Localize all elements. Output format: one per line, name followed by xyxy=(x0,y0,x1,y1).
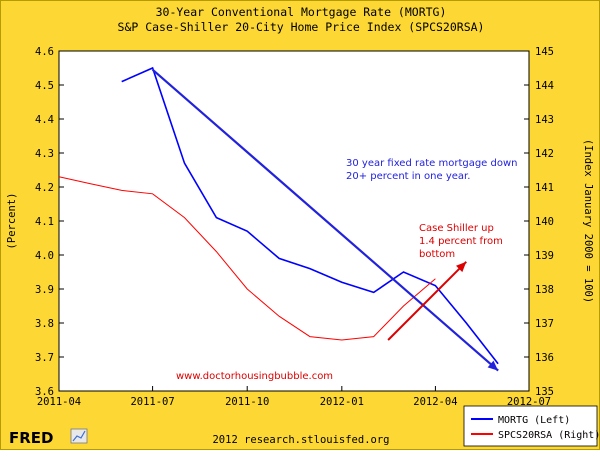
case-shiller-note-arrowhead xyxy=(456,261,467,273)
y-left-tick-label: 3.6 xyxy=(35,386,54,398)
x-ticks: 2011-04 2011-07 2011-10 2012-01 2012-04 2012-… xyxy=(37,386,551,408)
mortgage-note-line: 30 year fixed rate mortgage down xyxy=(346,158,518,169)
plot-area xyxy=(58,50,530,392)
x-tick-label: 2012-04 xyxy=(413,396,457,408)
y-right-tick-label: 137 xyxy=(535,318,554,330)
x-tick-label: 2012-01 xyxy=(320,396,364,408)
y-left-tick-label: 3.9 xyxy=(35,284,54,296)
y-left-tick-label: 4.3 xyxy=(35,148,54,160)
credit-text: 2012 research.stlouisfed.org xyxy=(212,434,389,446)
y-right-tick-label: 138 xyxy=(535,284,554,296)
x-tick-label: 2011-04 xyxy=(37,396,81,408)
y-right-tick-label: 139 xyxy=(535,250,554,262)
x-tick-label: 2012-07 xyxy=(507,396,551,408)
y-right-tick-label: 135 xyxy=(535,386,554,398)
y-right-tick-label: 142 xyxy=(535,148,554,160)
y-left-tick-label: 3.7 xyxy=(35,352,54,364)
annotation-layer: 30 year fixed rate mortgage down 20+ perc… xyxy=(151,68,518,372)
legend-box xyxy=(463,405,598,447)
watermark-text: www.doctorhousingbubble.com xyxy=(176,371,333,382)
y-left-axis-title: (Percent) xyxy=(6,193,18,250)
fred-chart-icon xyxy=(70,428,88,444)
legend-label: SPCS20RSA (Right) xyxy=(498,430,600,441)
mortgage-note-line: 20+ percent in one year. xyxy=(346,171,470,182)
case-shiller-note-line: Case Shiller up xyxy=(419,223,494,234)
chart-subtitle: S&P Case-Shiller 20-City Home Price Inde… xyxy=(118,20,485,34)
legend: MORTG (Left) SPCS20RSA (Right) xyxy=(471,415,600,441)
y-right-tick-label: 144 xyxy=(535,80,554,92)
y-left-tick-label: 4.5 xyxy=(35,80,54,92)
fred-logo: FRED xyxy=(9,429,54,447)
mortgage-note-arrowhead xyxy=(487,360,499,371)
y-right-axis-title: (Index January 2000 = 100) xyxy=(582,139,594,303)
x-tick-label: 2011-07 xyxy=(130,396,174,408)
y-right-tick-label: 143 xyxy=(535,114,554,126)
series-line-spcs20rsa xyxy=(58,176,436,341)
mortgage-note-arrow xyxy=(151,68,499,372)
series-layer xyxy=(58,66,499,365)
case-shiller-note-arrow xyxy=(387,261,467,341)
series-line-mortg xyxy=(121,66,499,365)
case-shiller-note-line: 1.4 percent from xyxy=(419,236,503,247)
y-left-tick-label: 3.8 xyxy=(35,318,54,330)
case-shiller-note-line: bottom xyxy=(419,249,455,260)
y-left-ticks: 3.6 3.7 3.8 3.9 4.0 4.1 4.2 4.3 4.4 4.5 4.6 xyxy=(35,46,64,398)
legend-label: MORTG (Left) xyxy=(498,415,570,426)
y-right-tick-label: 140 xyxy=(535,216,554,228)
y-left-tick-label: 4.2 xyxy=(35,182,54,194)
y-right-ticks: 135 136 137 138 139 140 141 142 143 144 145 xyxy=(524,46,554,398)
y-left-tick-label: 4.6 xyxy=(35,46,54,58)
x-tick-label: 2011-10 xyxy=(225,396,269,408)
fred-logo-box xyxy=(7,425,65,447)
y-right-tick-label: 145 xyxy=(535,46,554,58)
chart-title: 30-Year Conventional Mortgage Rate (MORT… xyxy=(156,5,447,19)
y-right-tick-label: 141 xyxy=(535,182,554,194)
y-left-tick-label: 4.1 xyxy=(35,216,54,228)
y-right-tick-label: 136 xyxy=(535,352,554,364)
y-left-tick-label: 4.4 xyxy=(35,114,54,126)
y-left-tick-label: 4.0 xyxy=(35,250,54,262)
